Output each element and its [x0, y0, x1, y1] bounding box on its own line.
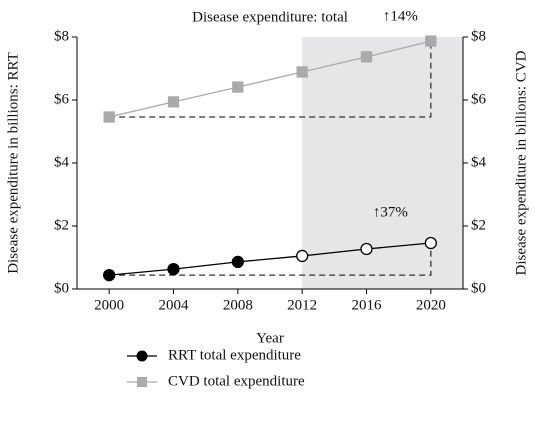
y2-tick-label: $6 [471, 91, 487, 107]
y-tick-label: $8 [54, 28, 69, 44]
legend-marker [136, 350, 148, 362]
y2-tick-label: $2 [471, 217, 486, 233]
y2-tick-label: $8 [471, 28, 486, 44]
y2-tick-label: $0 [471, 280, 486, 296]
y-tick-label: $2 [54, 217, 69, 233]
marker [231, 255, 244, 269]
series-line [109, 242, 431, 276]
annotation: ↑37% [373, 204, 408, 220]
marker [167, 263, 180, 276]
change-guide [109, 243, 432, 276]
x-tick-label: 2016 [352, 297, 383, 313]
x-axis-label: Year [256, 330, 284, 346]
series-line [109, 40, 431, 118]
marker [425, 35, 437, 47]
x-tick-label: 2012 [287, 297, 317, 313]
x-tick-label: 2004 [159, 297, 190, 313]
legend-marker [137, 377, 147, 387]
annotation: ↑14% [383, 9, 418, 25]
marker [296, 249, 309, 263]
chart-title: Disease expenditure: total [192, 9, 348, 25]
marker [360, 51, 373, 63]
y2-tick-label: $4 [471, 154, 487, 170]
marker [103, 111, 115, 123]
y-tick-label: $4 [54, 154, 70, 170]
marker [103, 268, 116, 282]
x-tick-label: 2000 [94, 297, 124, 313]
y-tick-label: $0 [54, 280, 69, 296]
shaded-region [302, 37, 463, 289]
y-tick-label: $6 [54, 91, 70, 107]
marker [424, 236, 437, 250]
marker [232, 81, 244, 93]
change-guide [109, 41, 432, 118]
marker [167, 96, 180, 108]
legend-label: RRT total expenditure [168, 347, 301, 363]
y-axis-label: Disease expenditure in billions: RRT [5, 52, 21, 274]
y2-axis-label: Disease expenditure in billions: CVD [513, 50, 529, 275]
legend-label: CVD total expenditure [168, 373, 305, 389]
x-tick-label: 2020 [416, 297, 446, 313]
marker [296, 66, 308, 78]
x-tick-label: 2008 [223, 297, 253, 313]
marker [360, 242, 373, 256]
